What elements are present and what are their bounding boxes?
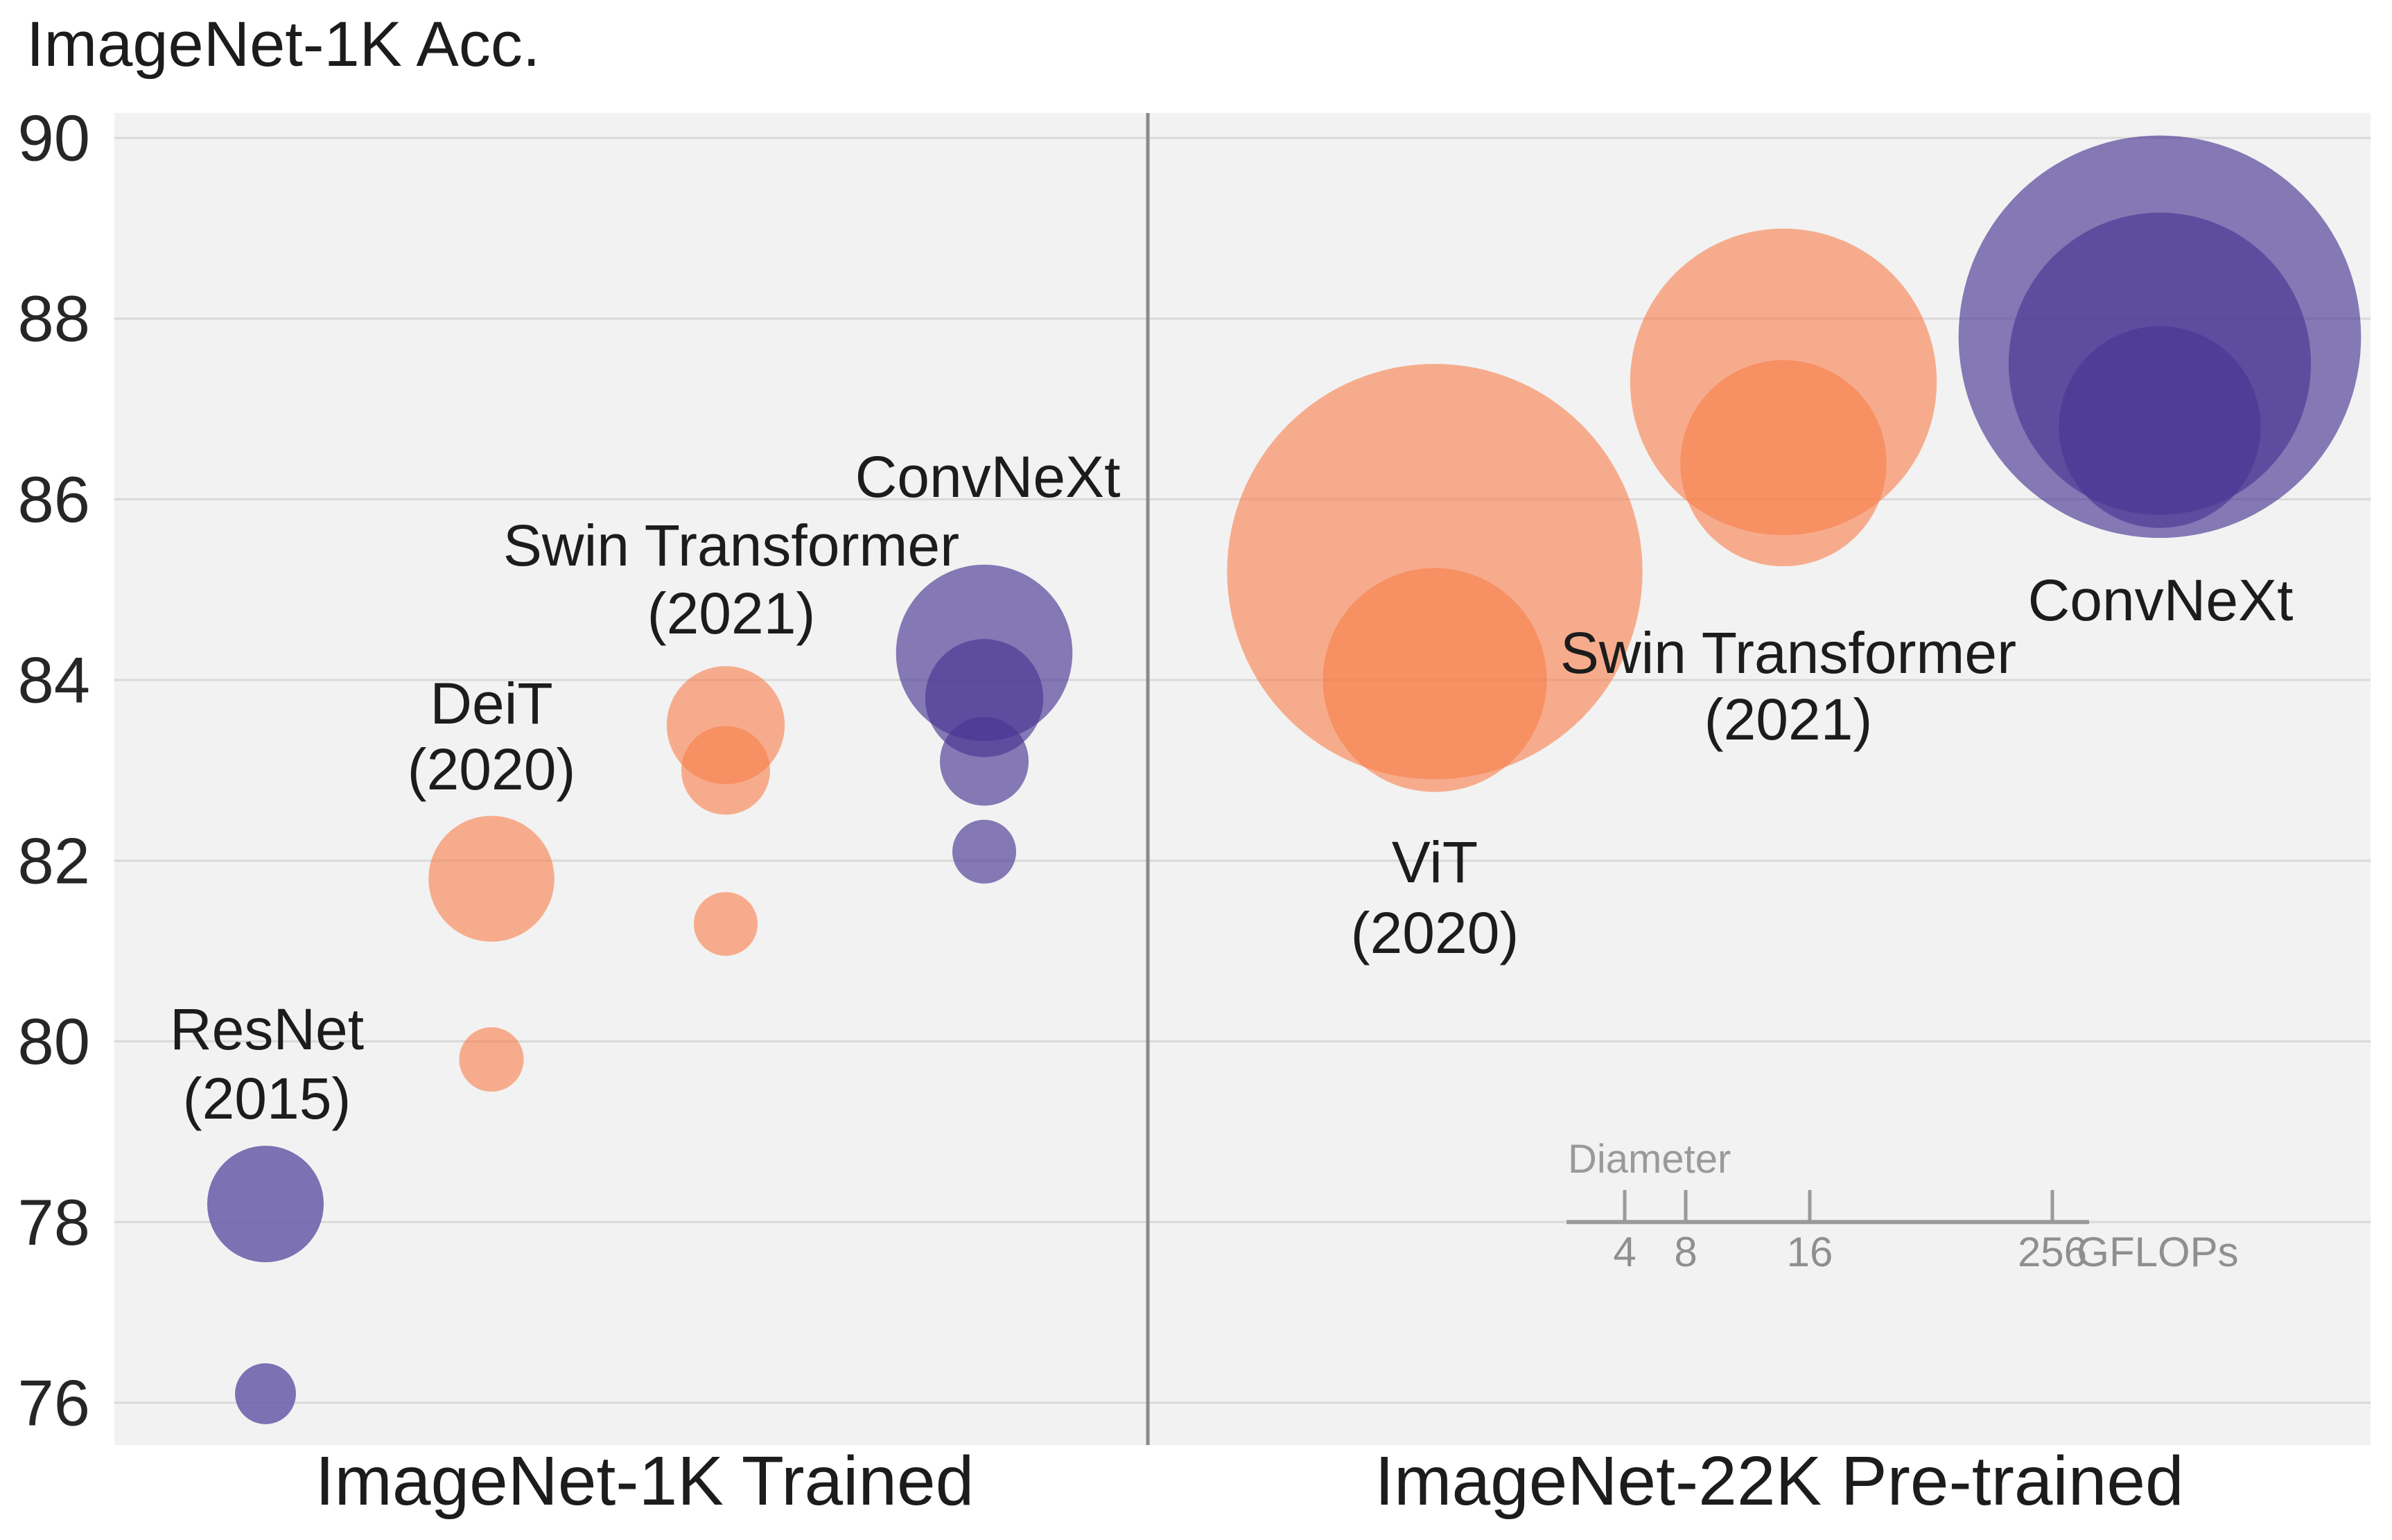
bubble [1680,360,1887,567]
legend-tick-label: 16 [1787,1229,1833,1275]
bubble [925,639,1044,758]
x-panel-label-right: ImageNet-22K Pre-trained [1374,1442,2183,1520]
y-tick-label: 84 [17,644,90,717]
bubble [207,1146,324,1263]
y-tick-label: 88 [17,282,90,355]
y-tick-label: 80 [17,1005,90,1078]
cluster-label: ViT [1392,830,1478,895]
bubble [459,1027,524,1092]
cluster-label: DeiT [430,671,552,736]
cluster-label: (2015) [183,1066,351,1131]
legend-tick-label: 8 [1674,1229,1697,1275]
bubble [2059,326,2261,528]
cluster-label: (2020) [1351,900,1519,965]
cluster-label: (2021) [647,581,816,646]
cluster-label: Swin Transformer [503,513,959,578]
cluster-label: (2020) [408,737,576,802]
bubble [952,819,1017,884]
bubble [1322,568,1547,792]
legend-unit-label: GFLOPs [2077,1229,2238,1275]
cluster-label: (2021) [1704,687,1873,752]
cluster-label: ConvNeXt [2028,568,2294,633]
legend-tick-label: 4 [1613,1229,1636,1275]
y-tick-label: 90 [17,102,90,175]
cluster-label: ResNet [170,997,364,1062]
bubble [693,892,758,956]
cluster-label: ConvNeXt [855,444,1121,509]
y-tick-label: 76 [17,1366,90,1439]
legend-tick-label: 256 [2018,1229,2087,1275]
bubble [235,1363,296,1424]
cluster-label: Swin Transformer [1560,620,2016,685]
legend-title: Diameter [1568,1137,1731,1182]
bubble [428,816,555,942]
y-tick-label: 78 [17,1186,90,1259]
chart-title: ImageNet-1K Acc. [26,9,540,80]
x-panel-label-left: ImageNet-1K Trained [315,1442,975,1520]
y-tick-label: 82 [17,824,90,897]
bubble [681,726,771,815]
y-tick-label: 86 [17,463,90,536]
bubble [939,717,1029,806]
